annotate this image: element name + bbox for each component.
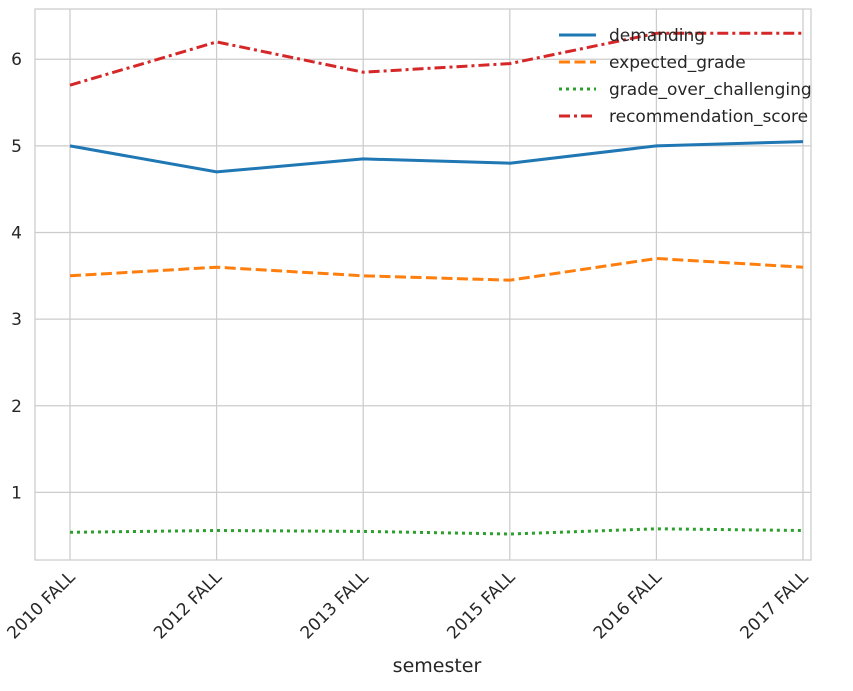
series-line-recommendation-score bbox=[69, 31, 803, 87]
series-layer bbox=[69, 31, 804, 536]
series-line-demanding bbox=[69, 140, 804, 174]
legend-label: grade_over_challenging bbox=[609, 80, 812, 100]
plot-frame bbox=[34, 8, 812, 561]
legend: demanding expected_grade grade_over_challe… bbox=[559, 26, 812, 127]
y-tick-label: 3 bbox=[11, 310, 22, 330]
legend-label: expected_grade bbox=[609, 53, 746, 73]
legend-label: demanding bbox=[609, 26, 705, 46]
y-tick-label: 1 bbox=[11, 483, 22, 503]
series-line-expected-grade bbox=[69, 257, 804, 282]
y-tick-labels: 1 2 3 4 5 6 bbox=[11, 50, 22, 503]
y-tick-label: 6 bbox=[11, 50, 22, 70]
y-tick-label: 4 bbox=[11, 224, 22, 244]
legend-label: recommendation_score bbox=[609, 107, 808, 127]
x-tick-labels: 2010 FALL 2012 FALL 2013 FALL 2015 FALL 2016… bbox=[4, 567, 813, 643]
y-tick-label: 2 bbox=[11, 397, 22, 417]
x-tick-label: 2010 FALL bbox=[4, 567, 80, 643]
x-tick-label: 2013 FALL bbox=[297, 567, 373, 643]
x-axis-label: semester bbox=[393, 655, 482, 677]
x-tick-label: 2012 FALL bbox=[150, 567, 226, 643]
x-tick-label: 2015 FALL bbox=[443, 567, 519, 643]
x-tick-label: 2016 FALL bbox=[590, 567, 666, 643]
x-tick-label: 2017 FALL bbox=[737, 567, 813, 643]
grid-lines bbox=[35, 9, 811, 560]
series-line-grade-over-challenging bbox=[69, 527, 804, 536]
y-tick-label: 5 bbox=[11, 137, 22, 157]
